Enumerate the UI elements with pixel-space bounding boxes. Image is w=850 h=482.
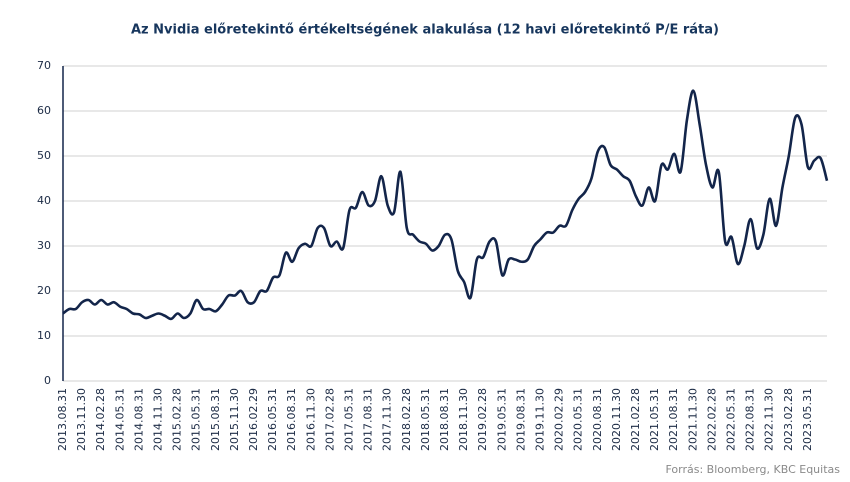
line-series bbox=[62, 89, 829, 321]
x-tick-label: 2015.08.31 bbox=[209, 388, 222, 451]
x-tick-label: 2021.11.30 bbox=[686, 388, 699, 451]
x-tick-label: 2016.11.30 bbox=[304, 388, 317, 451]
x-tick-label: 2021.05.31 bbox=[648, 388, 661, 451]
x-tick-label: 2017.02.28 bbox=[323, 388, 336, 451]
y-tick-label: 60 bbox=[37, 104, 51, 117]
x-tick-label: 2014.11.30 bbox=[152, 388, 165, 451]
x-tick-label: 2018.02.28 bbox=[400, 388, 413, 451]
x-tick-label: 2015.11.30 bbox=[228, 388, 241, 451]
y-tick-label: 40 bbox=[37, 194, 51, 207]
y-tick-label: 30 bbox=[37, 239, 51, 252]
y-tick-label: 0 bbox=[44, 374, 51, 387]
y-tick-label: 20 bbox=[37, 284, 51, 297]
x-tick-label: 2018.05.31 bbox=[419, 388, 432, 451]
x-tick-label: 2023.02.28 bbox=[782, 388, 795, 451]
x-tick-label: 2020.02.29 bbox=[553, 388, 566, 451]
x-tick-label: 2015.05.31 bbox=[190, 388, 203, 451]
x-tick-label: 2020.05.31 bbox=[572, 388, 585, 451]
x-tick-label: 2019.11.30 bbox=[534, 388, 547, 451]
x-tick-label: 2021.02.28 bbox=[629, 388, 642, 451]
x-tick-label: 2017.11.30 bbox=[381, 388, 394, 451]
y-tick-label: 70 bbox=[37, 59, 51, 72]
x-tick-label: 2020.11.30 bbox=[610, 388, 623, 451]
x-tick-label: 2022.02.28 bbox=[705, 388, 718, 451]
x-tick-label: 2022.08.31 bbox=[744, 388, 757, 451]
x-tick-label: 2022.05.31 bbox=[725, 388, 738, 451]
x-tick-label: 2018.08.31 bbox=[438, 388, 451, 451]
x-tick-label: 2014.08.31 bbox=[132, 388, 145, 451]
x-tick-label: 2022.11.30 bbox=[763, 388, 776, 451]
y-tick-label: 10 bbox=[37, 329, 51, 342]
x-tick-label: 2020.08.31 bbox=[591, 388, 604, 451]
x-tick-label: 2019.05.31 bbox=[495, 388, 508, 451]
chart-title: Az Nvidia előretekintő értékeltségének a… bbox=[131, 23, 719, 38]
x-tick-label: 2014.05.31 bbox=[113, 388, 126, 451]
x-tick-label: 2019.08.31 bbox=[514, 388, 527, 451]
x-tick-label: 2013.11.30 bbox=[75, 388, 88, 451]
x-tick-label: 2023.05.31 bbox=[801, 388, 814, 451]
x-tick-label: 2016.08.31 bbox=[285, 388, 298, 451]
x-tick-label: 2021.08.31 bbox=[667, 388, 680, 451]
x-tick-label: 2017.08.31 bbox=[362, 388, 375, 451]
y-tick-label: 50 bbox=[37, 149, 51, 162]
x-tick-label: 2019.02.28 bbox=[476, 388, 489, 451]
x-tick-label: 2016.05.31 bbox=[266, 388, 279, 451]
x-tick-label: 2013.08.31 bbox=[56, 388, 69, 451]
x-tick-label: 2014.02.28 bbox=[94, 388, 107, 451]
x-tick-label: 2018.11.30 bbox=[457, 388, 470, 451]
x-tick-label: 2017.05.31 bbox=[343, 388, 356, 451]
x-tick-label: 2015.02.28 bbox=[171, 388, 184, 451]
x-tick-label: 2016.02.29 bbox=[247, 388, 260, 451]
source-note: Forrás: Bloomberg, KBC Equitas bbox=[665, 463, 840, 476]
